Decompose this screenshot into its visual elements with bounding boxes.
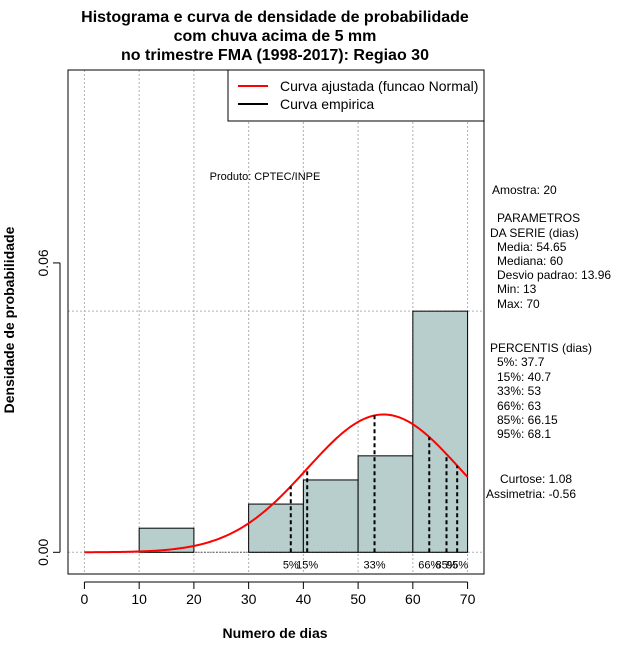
histogram-bar — [302, 479, 359, 553]
percentile-label: 66% — [418, 559, 440, 571]
y-axis: 0.00 0.06 — [35, 249, 61, 566]
percentile-label: 33% — [364, 559, 386, 571]
percentile-label: 85% — [435, 559, 457, 571]
percentile-markers: 5%15% 33% 66%85%95% — [283, 415, 468, 571]
skewness-text: Assimetria: -0.56 — [486, 487, 576, 501]
y-tick-label: 0.06 — [35, 249, 51, 276]
legend-box — [227, 69, 485, 122]
product-annotation: Produto: CPTEC/INPE — [210, 171, 321, 183]
x-tick-label: 40 — [296, 591, 312, 607]
x-tick-label: 50 — [350, 591, 366, 607]
parameters-heading: PARAMETROS — [497, 211, 580, 225]
legend: Curva ajustada (funcao Normal) Curva emp… — [227, 69, 485, 122]
median-text: Mediana: 60 — [497, 254, 563, 268]
histogram-bar — [138, 527, 195, 553]
percentile-85-text: 85%: 66.15 — [497, 413, 558, 427]
legend-label-normal: Curva ajustada (funcao Normal) — [280, 78, 478, 94]
percentile-label: 95% — [446, 559, 468, 571]
chart-title-line-3: no trimestre FMA (1998-2017): Regiao 30 — [121, 47, 429, 64]
mean-text: Media: 54.65 — [497, 240, 567, 254]
chart-title-line-2: com chuva acima de 5 mm — [174, 28, 377, 45]
statistics-panel: Amostra: 20 PARAMETROS DA SERIE (dias) M… — [486, 183, 611, 501]
percentile-5-text: 5%: 37.7 — [497, 355, 545, 369]
y-axis-title: Densidade de probabilidade — [1, 226, 17, 413]
legend-label-empirical: Curva empirica — [280, 96, 374, 112]
percentile-15-text: 15%: 40.7 — [497, 370, 551, 384]
histogram-bar — [412, 310, 469, 553]
x-tick-label: 0 — [81, 591, 89, 607]
histogram-bar — [248, 503, 304, 553]
parameters-subheading: DA SERIE (dias) — [490, 226, 579, 240]
percentile-label: 15% — [296, 559, 318, 571]
percentile-33-text: 33%: 53 — [497, 384, 541, 398]
x-tick-label: 70 — [460, 591, 476, 607]
sample-size-text: Amostra: 20 — [492, 183, 557, 197]
normal-curve-line — [84, 413, 469, 554]
x-tick-label: 30 — [241, 591, 257, 607]
x-tick-label: 10 — [131, 591, 147, 607]
percentiles-heading: PERCENTIS (dias) — [490, 341, 592, 355]
x-tick-label: 20 — [186, 591, 202, 607]
percentile-95-text: 95%: 68.1 — [497, 427, 551, 441]
kurtosis-text: Curtose: 1.08 — [500, 472, 572, 486]
x-tick-label: 60 — [405, 591, 421, 607]
histogram-bar — [357, 455, 414, 553]
std-dev-text: Desvio padrao: 13.96 — [497, 268, 611, 282]
density-curve — [84, 413, 469, 554]
x-axis: 0 10 20 30 40 50 60 70 — [81, 581, 476, 607]
min-text: Min: 13 — [497, 282, 537, 296]
x-axis-title: Numero de dias — [222, 625, 327, 641]
max-text: Max: 70 — [497, 297, 540, 311]
percentile-label: 5% — [283, 559, 299, 571]
percentile-66-text: 66%: 63 — [497, 399, 541, 413]
chart-title-line-1: Histograma e curva de densidade de proba… — [81, 9, 469, 26]
chart-title: Histograma e curva de densidade de proba… — [81, 9, 469, 64]
histogram-bars — [84, 310, 469, 553]
y-tick-label: 0.00 — [35, 538, 51, 565]
